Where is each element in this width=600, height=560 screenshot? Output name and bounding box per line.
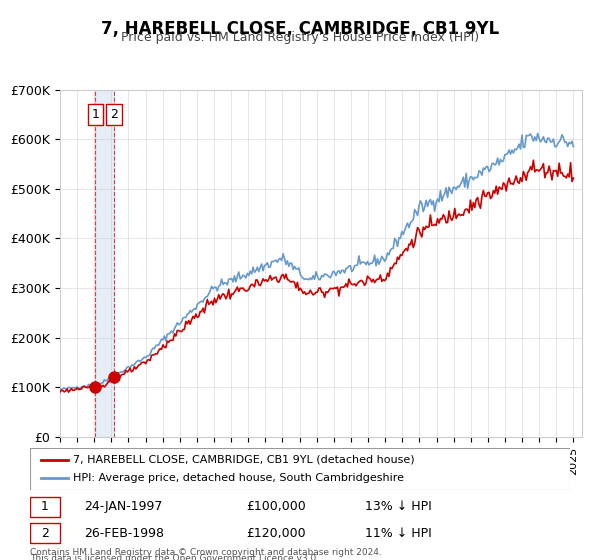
Text: HPI: Average price, detached house, South Cambridgeshire: HPI: Average price, detached house, Sout… xyxy=(73,473,404,483)
Bar xyxy=(95,90,114,437)
Text: 24-JAN-1997: 24-JAN-1997 xyxy=(84,500,163,513)
Text: 1: 1 xyxy=(91,108,100,121)
Text: Price paid vs. HM Land Registry's House Price Index (HPI): Price paid vs. HM Land Registry's House … xyxy=(121,31,479,44)
Text: 1: 1 xyxy=(41,500,49,513)
FancyBboxPatch shape xyxy=(30,523,60,543)
Text: 26-FEB-1998: 26-FEB-1998 xyxy=(84,527,164,540)
Text: 7, HAREBELL CLOSE, CAMBRIDGE, CB1 9YL: 7, HAREBELL CLOSE, CAMBRIDGE, CB1 9YL xyxy=(101,20,499,38)
Text: £120,000: £120,000 xyxy=(246,527,305,540)
Text: 7, HAREBELL CLOSE, CAMBRIDGE, CB1 9YL (detached house): 7, HAREBELL CLOSE, CAMBRIDGE, CB1 9YL (d… xyxy=(73,455,415,465)
Text: £100,000: £100,000 xyxy=(246,500,306,513)
Text: Contains HM Land Registry data © Crown copyright and database right 2024.: Contains HM Land Registry data © Crown c… xyxy=(30,548,382,557)
Text: This data is licensed under the Open Government Licence v3.0.: This data is licensed under the Open Gov… xyxy=(30,554,319,560)
Text: 11% ↓ HPI: 11% ↓ HPI xyxy=(365,527,431,540)
Text: 2: 2 xyxy=(41,527,49,540)
FancyBboxPatch shape xyxy=(30,497,60,517)
Text: 13% ↓ HPI: 13% ↓ HPI xyxy=(365,500,431,513)
Text: 2: 2 xyxy=(110,108,118,121)
FancyBboxPatch shape xyxy=(30,448,570,490)
